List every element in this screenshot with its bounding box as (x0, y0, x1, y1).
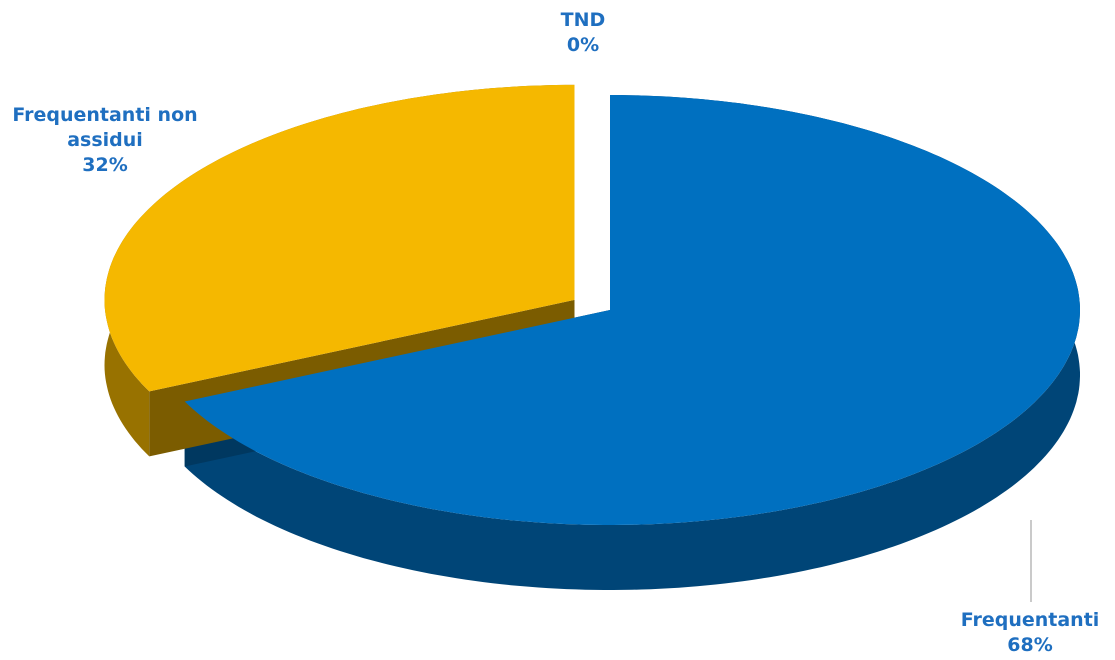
value-label: 0% (566, 34, 600, 56)
category-label: Frequentanti (960, 609, 1100, 631)
value-label: 68% (1007, 634, 1053, 656)
slice (104, 84, 575, 392)
data-label: Frequentanti non assidui 32% (5, 103, 205, 178)
data-label: TND 0% (523, 8, 643, 58)
category-label: Frequentanti non assidui (12, 104, 198, 151)
category-label: TND (560, 9, 606, 31)
slice (184, 95, 1080, 525)
value-label: 32% (82, 154, 128, 176)
data-label: Frequentanti 68% (940, 608, 1115, 658)
